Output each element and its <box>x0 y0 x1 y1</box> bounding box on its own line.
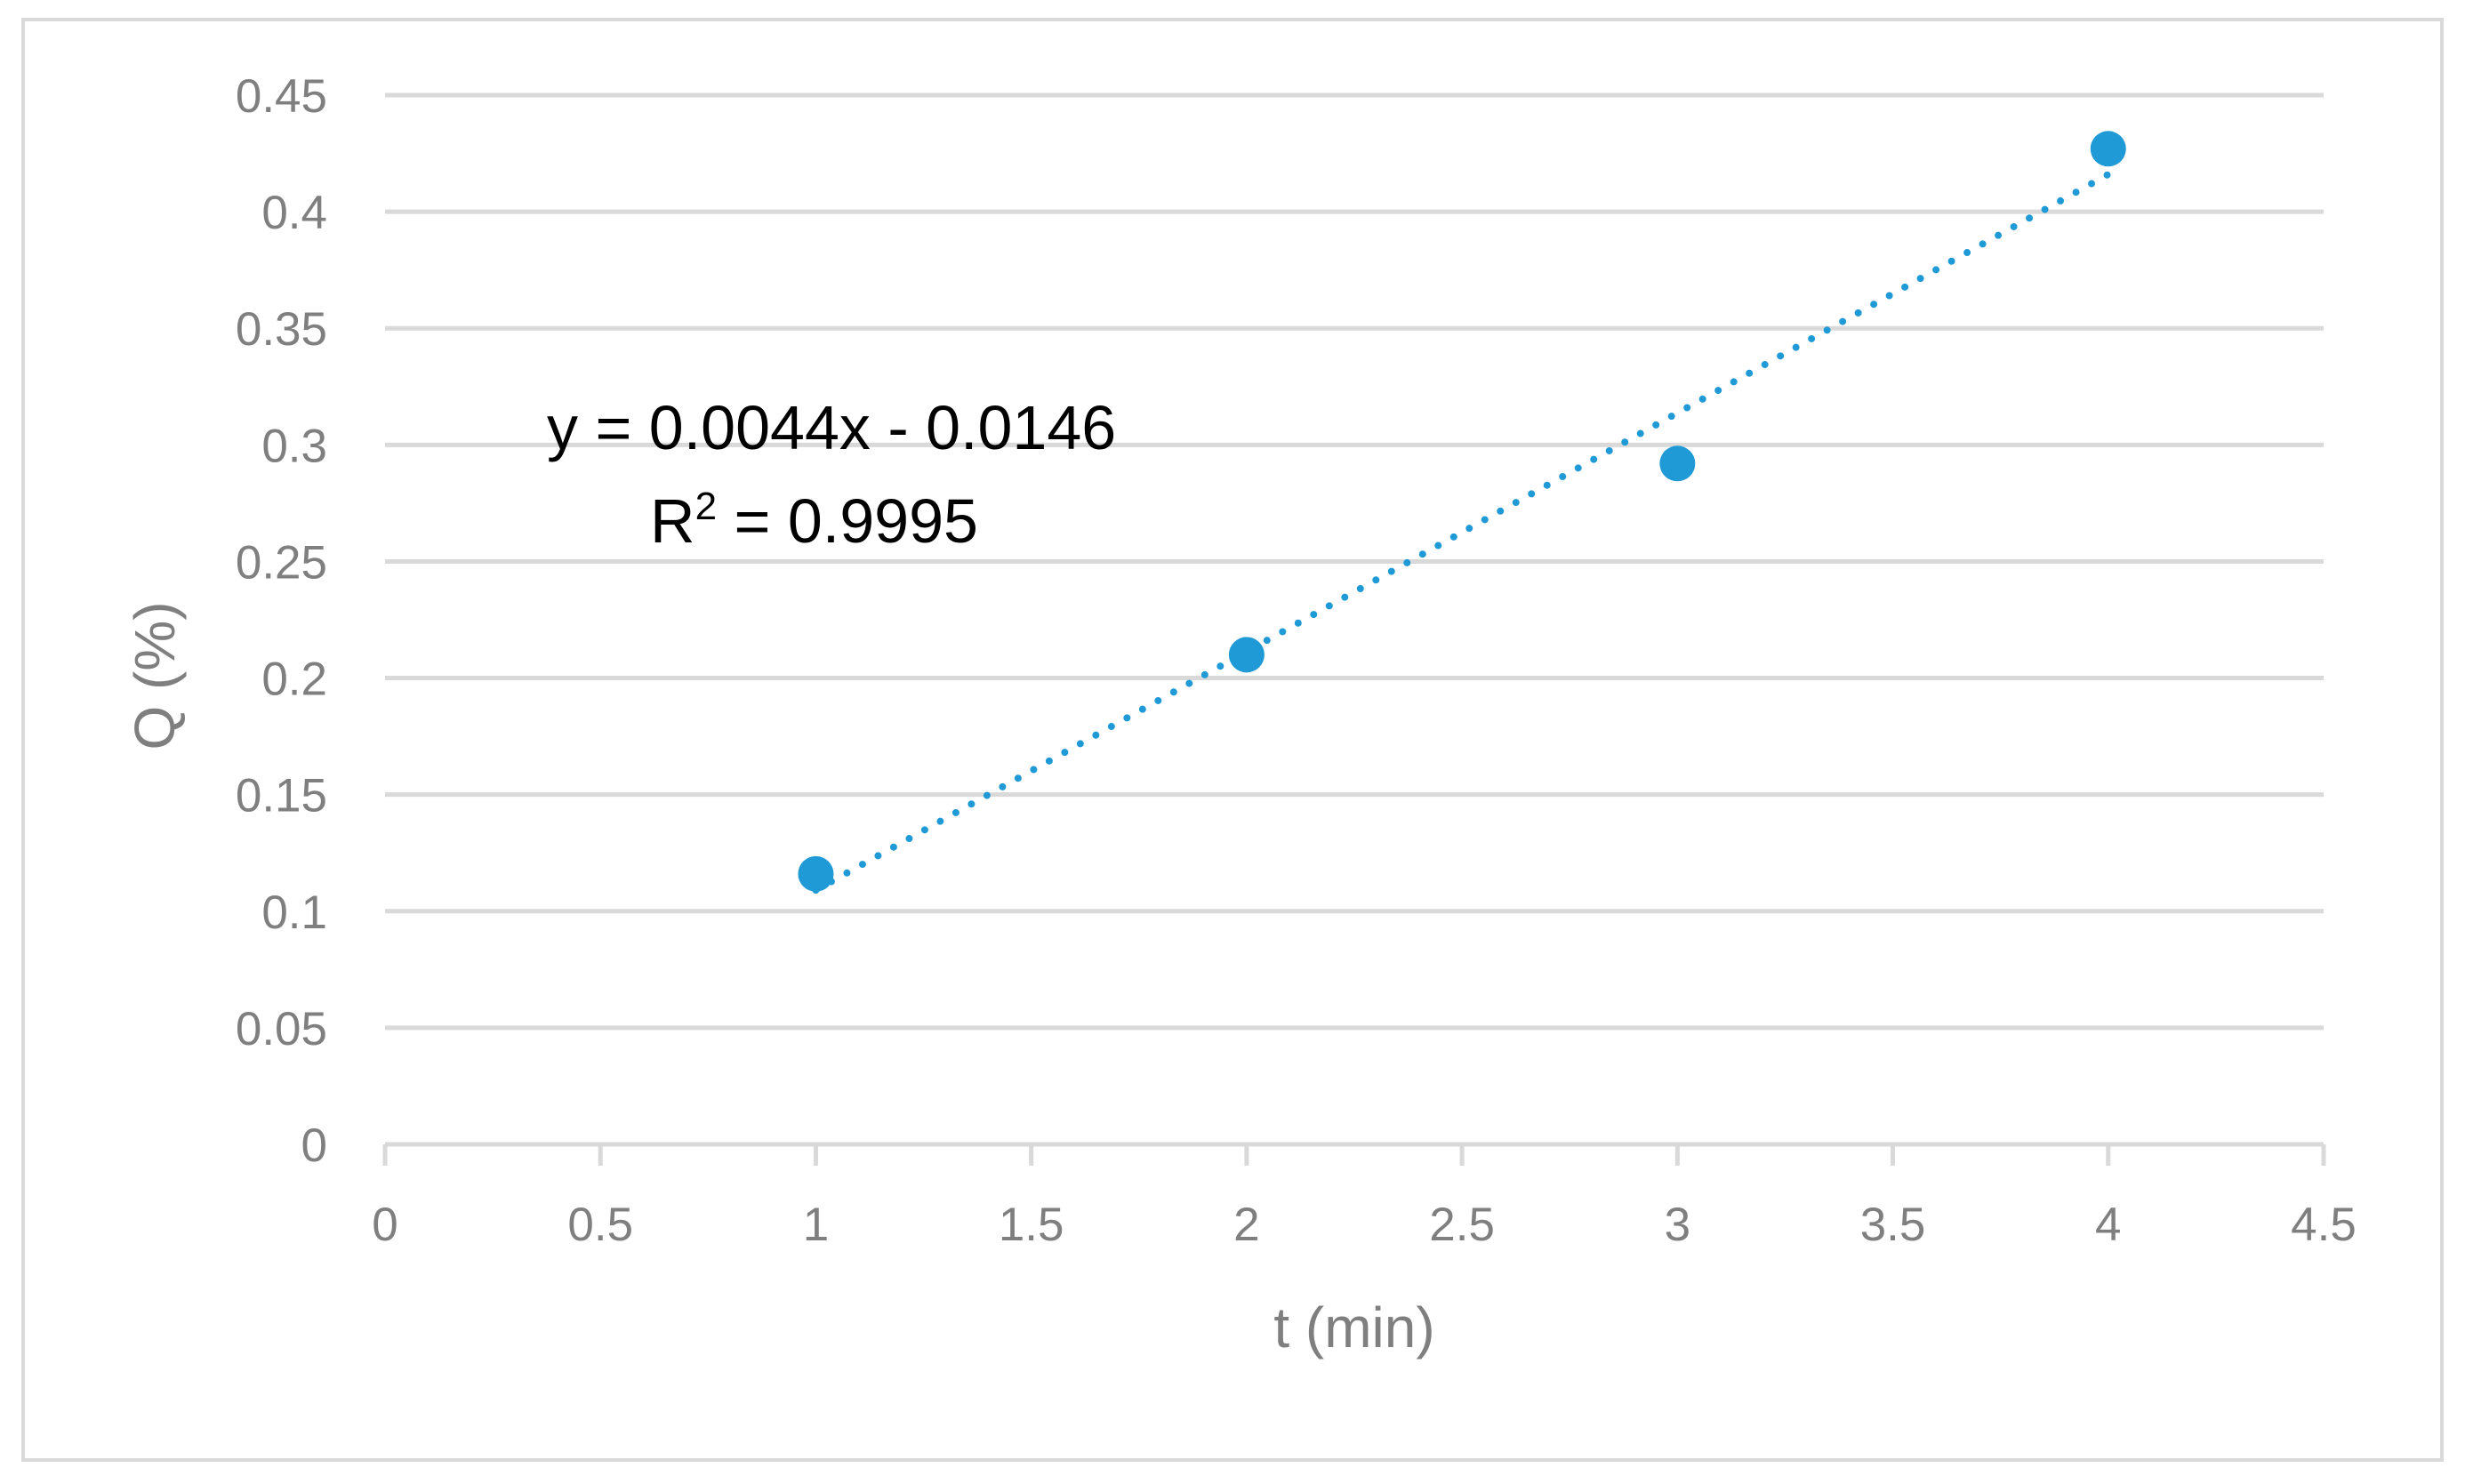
x-tick-label: 3.5 <box>1860 1199 1926 1251</box>
data-points <box>798 131 2126 892</box>
y-tick-label: 0.05 <box>236 1003 327 1055</box>
x-tick-label: 2 <box>1233 1199 1259 1251</box>
x-axis <box>382 1142 2326 1166</box>
y-tick-label: 0.45 <box>236 70 327 123</box>
x-tick-label: 3 <box>1665 1199 1690 1251</box>
y-tick-label: 0.3 <box>261 420 327 472</box>
data-point <box>2090 131 2126 167</box>
x-tick-label: 1.5 <box>999 1199 1064 1251</box>
r-squared-prefix: R <box>650 486 695 556</box>
chart-border <box>21 18 2444 1462</box>
y-tick-label: 0.15 <box>236 770 327 822</box>
trendline-layer <box>812 171 2112 894</box>
r-squared-superscript: 2 <box>695 485 717 528</box>
y-tick-label: 0.1 <box>261 886 327 939</box>
y-tick-labels: 0 0.05 0.1 0.15 0.2 0.25 0.3 0.35 0.4 0.45 <box>236 70 327 1172</box>
r-squared-value: = 0.9995 <box>717 486 978 556</box>
trendline-equation: y = 0.0044x - 0.0146 <box>547 393 1116 462</box>
x-tick-label: 0 <box>372 1199 397 1251</box>
gridlines <box>385 92 2324 1031</box>
x-tick-label: 0.5 <box>567 1199 633 1251</box>
x-tick-label: 1 <box>803 1199 829 1251</box>
data-point <box>1228 637 1265 673</box>
data-point <box>798 855 834 892</box>
x-tick-label: 4.5 <box>2291 1199 2357 1251</box>
x-axis-title: t (min) <box>1273 1295 1434 1360</box>
y-tick-label: 0.4 <box>261 187 327 239</box>
trendline-r-squared: R2 = 0.9995 <box>650 485 978 556</box>
trendline <box>812 171 2112 894</box>
y-tick-label: 0.25 <box>236 536 327 589</box>
y-tick-label: 0.2 <box>261 654 327 706</box>
y-tick-label: 0 <box>301 1119 327 1172</box>
y-axis-title: Q (%) <box>123 601 187 750</box>
x-tick-label: 2.5 <box>1429 1199 1495 1251</box>
y-tick-label: 0.35 <box>236 303 327 356</box>
x-tick-label: 4 <box>2095 1199 2121 1251</box>
data-point <box>1659 445 1696 482</box>
x-tick-labels: 0 0.5 1 1.5 2 2.5 3 3.5 4 4.5 <box>372 1199 2357 1251</box>
